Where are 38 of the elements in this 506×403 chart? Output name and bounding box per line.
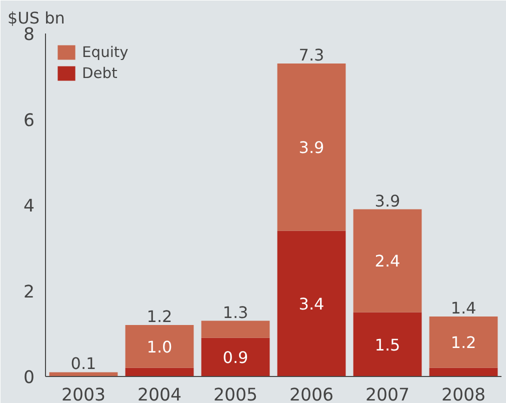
y-tick-label: 0 [23,368,35,388]
total-label: 7.3 [298,46,324,65]
y-tick-label: 4 [23,196,35,216]
total-label: 0.1 [70,354,96,374]
data-label: 1.5 [374,335,400,354]
bar [277,64,346,231]
total-label: 3.9 [374,191,400,210]
x-tick-label: 2003 [61,386,106,403]
bar [353,209,422,312]
y-tick-label: 6 [23,110,35,131]
x-tick-label: 2007 [365,386,410,403]
data-label: 0.9 [222,348,248,368]
bar [201,320,270,338]
bar [353,312,422,376]
data-label: 1.0 [146,337,172,356]
x-tick-label: 2004 [137,386,182,403]
total-label: 1.4 [450,298,476,318]
data-label: 3.9 [298,138,324,158]
data-label: 2.4 [374,252,400,271]
total-label: 1.3 [222,302,248,322]
data-label: 1.2 [450,333,476,352]
x-tick-label: 2005 [213,386,258,403]
bar [201,338,270,376]
bar [49,372,118,376]
bar [125,368,194,376]
y-tick-label: 8 [23,25,35,45]
legend-label: Equity [82,44,128,60]
legend-label: Debt [82,64,118,82]
bar [125,325,194,368]
x-tick-label: 2008 [441,386,486,403]
data-label: 3.4 [298,294,324,314]
y-axis-title: $US bn [8,8,65,28]
total-label: 1.2 [146,307,172,326]
bar [429,316,498,368]
y-tick-label: 2 [23,282,35,302]
bar [429,368,498,376]
x-tick-label: 2006 [289,386,334,403]
bar [277,230,346,376]
